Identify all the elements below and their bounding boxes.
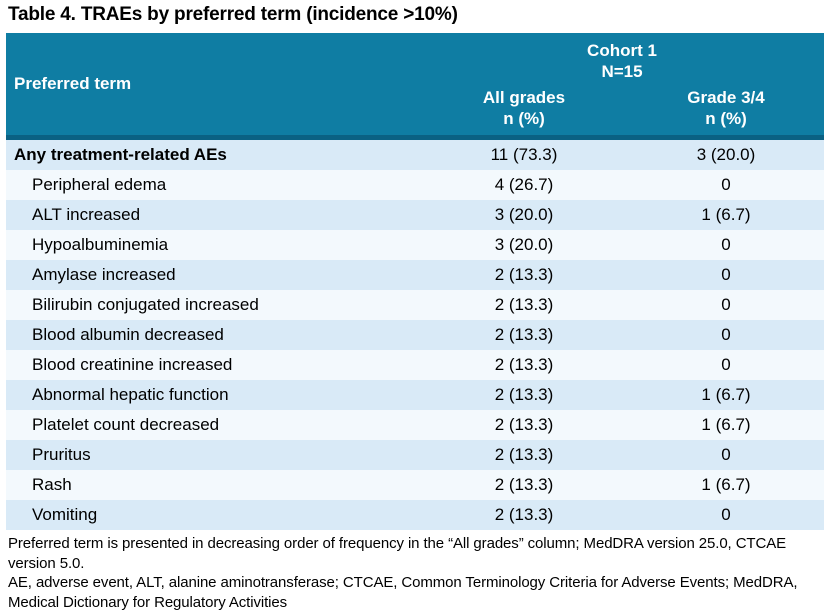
grade34-cell: 1 (6.7) (701, 385, 751, 404)
table-row: Bilirubin conjugated increased 2 (13.3) 0 (6, 290, 824, 320)
cohort-n: N=15 (601, 62, 643, 81)
all-grades-cell: 2 (13.3) (494, 355, 554, 374)
grade34-cell: 3 (20.0) (696, 145, 756, 164)
table-body: Any treatment-related AEs 11 (73.3) 3 (20.… (6, 140, 824, 530)
table-row: Abnormal hepatic function 2 (13.3) 1 (6.7) (6, 380, 824, 410)
all-grades-cell: 2 (13.3) (494, 265, 554, 284)
term-cell: Vomiting (32, 505, 98, 524)
table-row: Blood albumin decreased 2 (13.3) 0 (6, 320, 824, 350)
grade34-cell: 0 (721, 325, 731, 344)
table-row: Any treatment-related AEs 11 (73.3) 3 (20.… (6, 140, 824, 170)
header-preferred-term: Preferred term (14, 74, 132, 93)
cohort-label: Cohort 1 (587, 41, 657, 60)
term-cell: Blood albumin decreased (32, 325, 224, 344)
n-pct-label: n (%) (503, 109, 545, 128)
term-cell: Rash (32, 475, 72, 494)
grade34-cell: 0 (721, 445, 731, 464)
table-row: ALT increased 3 (20.0) 1 (6.7) (6, 200, 824, 230)
grade34-cell: 1 (6.7) (701, 475, 751, 494)
table-row: Pruritus 2 (13.3) 0 (6, 440, 824, 470)
term-cell: ALT increased (32, 205, 141, 224)
all-grades-cell: 2 (13.3) (494, 475, 554, 494)
header-cohort: Cohort 1 N=15 (420, 40, 824, 82)
all-grades-cell: 2 (13.3) (494, 445, 554, 464)
grade34-cell: 1 (6.7) (701, 415, 751, 434)
table-row: Amylase increased 2 (13.3) 0 (6, 260, 824, 290)
grade34-cell: 0 (721, 175, 731, 194)
term-cell: Abnormal hepatic function (32, 385, 229, 404)
term-cell: Hypoalbuminemia (32, 235, 169, 254)
table-row: Peripheral edema 4 (26.7) 0 (6, 170, 824, 200)
all-grades-cell: 11 (73.3) (490, 145, 558, 164)
table-row: Rash 2 (13.3) 1 (6.7) (6, 470, 824, 500)
grade34-cell: 1 (6.7) (701, 205, 751, 224)
table-row: Platelet count decreased 2 (13.3) 1 (6.7) (6, 410, 824, 440)
all-grades-cell: 2 (13.3) (494, 325, 554, 344)
grade34-cell: 0 (721, 505, 731, 524)
header-cohort-group: Cohort 1 N=15 All grades n (%) Grade 3/4… (420, 33, 824, 135)
all-grades-cell: 3 (20.0) (494, 235, 554, 254)
table-row: Hypoalbuminemia 3 (20.0) 0 (6, 230, 824, 260)
term-cell: Blood creatinine increased (32, 355, 233, 374)
grade34-cell: 0 (721, 265, 731, 284)
all-grades-cell: 2 (13.3) (494, 385, 554, 404)
table-title: Table 4. TRAEs by preferred term (incide… (8, 4, 458, 25)
term-cell: Bilirubin conjugated increased (32, 295, 259, 314)
n-pct-label: n (%) (705, 109, 747, 128)
term-cell: Any treatment-related AEs (14, 145, 227, 164)
all-grades-cell: 2 (13.3) (494, 415, 554, 434)
all-grades-cell: 3 (20.0) (494, 205, 554, 224)
header-subcolumns: All grades n (%) Grade 3/4 n (%) (420, 87, 824, 129)
traes-table: Preferred term Cohort 1 N=15 All grades … (6, 33, 824, 530)
table-header: Preferred term Cohort 1 N=15 All grades … (6, 33, 824, 140)
header-grade34: Grade 3/4 n (%) (628, 87, 824, 129)
header-all-grades: All grades n (%) (420, 87, 628, 129)
table-row: Vomiting 2 (13.3) 0 (6, 500, 824, 530)
footnote-order: Preferred term is presented in decreasin… (8, 535, 787, 572)
grade34-label: Grade 3/4 (687, 88, 765, 107)
term-cell: Pruritus (32, 445, 91, 464)
term-cell: Amylase increased (32, 265, 176, 284)
all-grades-cell: 2 (13.3) (494, 505, 554, 524)
footnote-abbreviations: AE, adverse event, ALT, alanine aminotra… (8, 574, 798, 611)
grade34-cell: 0 (721, 235, 731, 254)
all-grades-cell: 4 (26.7) (494, 175, 554, 194)
footnotes: Preferred term is presented in decreasin… (8, 534, 816, 612)
table-row: Blood creatinine increased 2 (13.3) 0 (6, 350, 824, 380)
grade34-cell: 0 (721, 295, 731, 314)
term-cell: Peripheral edema (32, 175, 167, 194)
all-grades-label: All grades (482, 88, 566, 107)
all-grades-cell: 2 (13.3) (494, 295, 554, 314)
grade34-cell: 0 (721, 355, 731, 374)
term-cell: Platelet count decreased (32, 415, 220, 434)
